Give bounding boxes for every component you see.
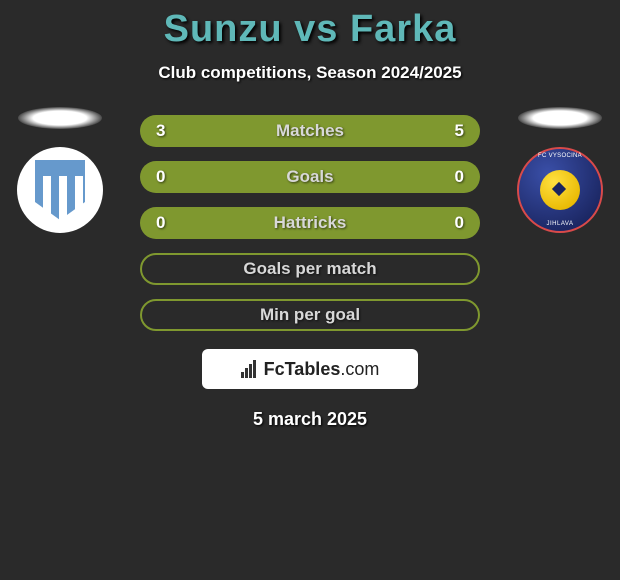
stat-row-matches: 3 Matches 5 — [140, 115, 480, 147]
stat-row-goals-per-match: Goals per match — [140, 253, 480, 285]
club-badge-left — [17, 147, 103, 233]
stat-right-value: 5 — [434, 121, 464, 141]
player-shadow-left — [18, 107, 102, 129]
branding-bold: FcTables — [264, 359, 341, 379]
stat-right-value: 0 — [434, 213, 464, 233]
stat-left-value: 3 — [156, 121, 186, 141]
subtitle: Club competitions, Season 2024/2025 — [0, 63, 620, 83]
stat-label: Goals — [186, 167, 434, 187]
stat-left-value: 0 — [156, 167, 186, 187]
page-title: Sunzu vs Farka — [0, 0, 620, 51]
stat-right-value: 0 — [434, 167, 464, 187]
stat-label: Matches — [186, 121, 434, 141]
chart-bar — [245, 368, 248, 378]
stat-row-min-per-goal: Min per goal — [140, 299, 480, 331]
comparison-area: FC VYSOCINA JIHLAVA 3 Matches 5 0 Goals … — [0, 115, 620, 430]
chart-bar — [249, 364, 252, 378]
branding-light: .com — [340, 359, 379, 379]
badge-right-text-top: FC VYSOCINA — [519, 153, 601, 159]
branding-text: FcTables.com — [264, 359, 380, 380]
badge-left-shield — [35, 160, 85, 220]
badge-right-text-bottom: JIHLAVA — [519, 221, 601, 227]
player-shadow-right — [518, 107, 602, 129]
stat-row-hattricks: 0 Hattricks 0 — [140, 207, 480, 239]
date-label: 5 march 2025 — [0, 409, 620, 430]
chart-bar — [241, 372, 244, 378]
stat-label: Min per goal — [188, 305, 432, 325]
stat-left-value: 0 — [156, 213, 186, 233]
chart-bar — [253, 360, 256, 378]
club-badge-right: FC VYSOCINA JIHLAVA — [517, 147, 603, 233]
branding-badge: FcTables.com — [202, 349, 418, 389]
stats-list: 3 Matches 5 0 Goals 0 0 Hattricks 0 Goal… — [140, 115, 480, 331]
stat-label: Hattricks — [186, 213, 434, 233]
player-left — [10, 107, 110, 233]
stat-label: Goals per match — [188, 259, 432, 279]
stat-row-goals: 0 Goals 0 — [140, 161, 480, 193]
player-right: FC VYSOCINA JIHLAVA — [510, 107, 610, 233]
badge-right-ball — [540, 170, 580, 210]
chart-icon — [241, 360, 256, 378]
